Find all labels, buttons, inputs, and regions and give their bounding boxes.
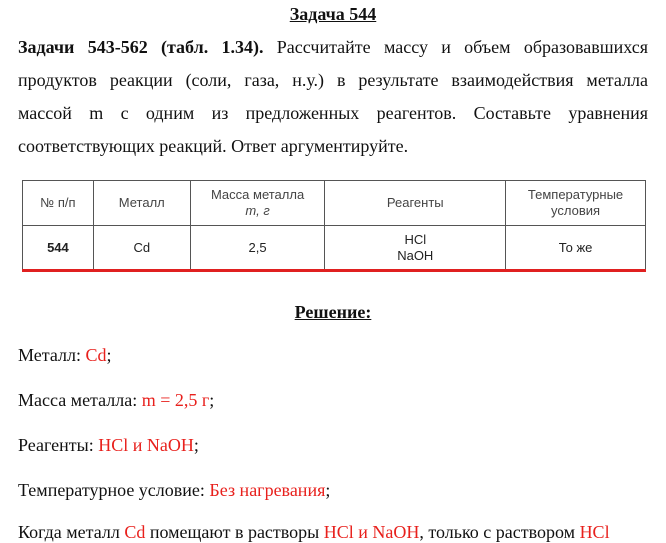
cell-text: m, г <box>245 203 270 218</box>
text: HCl и NaOH <box>323 522 420 542</box>
cell-text: Температурные <box>527 187 624 202</box>
item-end: ; <box>209 390 215 410</box>
header-cell: № п/п <box>22 180 94 226</box>
text: , только с раствором <box>419 522 580 542</box>
cell-text: Cd <box>133 239 151 255</box>
item-label: Металл: <box>18 345 86 365</box>
intro-lead: Задачи 543-562 (табл. 1.34). <box>18 37 264 57</box>
cell: Cd <box>92 225 191 272</box>
item-value: HCl и NaOH <box>98 435 194 455</box>
item-value: m = 2,5 г <box>141 390 210 410</box>
data-row: 544 Cd 2,5 HCl NaOH То же <box>22 225 646 272</box>
text: Cd <box>124 522 146 542</box>
solution-item: Металл: Cd; <box>18 345 112 366</box>
cell-text: 544 <box>47 239 69 255</box>
solution-item: Реагенты: HCl и NaOH; <box>18 435 199 456</box>
text: помещают в растворы <box>145 522 324 542</box>
solution-title: Решение: <box>294 302 372 322</box>
item-value: Без нагревания <box>209 480 326 500</box>
intro-line: Задачи 543-562 (табл. 1.34). Рассчитайте… <box>18 31 648 64</box>
cell-text: № п/п <box>40 195 76 210</box>
cell-text: условия <box>551 203 601 218</box>
solution-item: Масса металла: m = 2,5 г; <box>18 390 214 411</box>
item-label: Реагенты: <box>18 435 99 455</box>
text: HCl <box>579 522 610 542</box>
cell-text: Металл <box>118 195 165 210</box>
header-row: № п/п Металл Масса металла m, г Реагенты … <box>22 180 646 226</box>
header-cell: Температурные условия <box>505 180 646 226</box>
cell: То же <box>505 225 646 272</box>
solution-text: Когда металл Cd помещают в растворы HCl … <box>18 522 610 543</box>
task-title: Задача 544 <box>289 4 377 24</box>
cell-text: Реагенты <box>386 195 444 210</box>
data-table: № п/п Металл Масса металла m, г Реагенты … <box>22 180 646 272</box>
intro-line: продуктов реакции (соли, газа, н.у.) в р… <box>18 70 648 90</box>
intro-line: соответствующих реакций. Ответ аргументи… <box>18 136 409 156</box>
item-label: Температурное условие: <box>18 480 210 500</box>
cell: HCl NaOH <box>324 225 507 272</box>
cell-text: То же <box>558 239 593 255</box>
item-end: ; <box>193 435 199 455</box>
item-end: ; <box>106 345 112 365</box>
text: Когда металл <box>18 522 125 542</box>
intro: Задачи 543-562 (табл. 1.34). Рассчитайте… <box>18 31 648 163</box>
intro-text: Рассчитайте массу и объем образовавшихся <box>276 37 648 57</box>
header-cell: Реагенты <box>324 180 507 226</box>
item-end: ; <box>325 480 331 500</box>
item-label: Масса металла: <box>18 390 142 410</box>
header-cell: Масса металла m, г <box>189 180 326 226</box>
header-cell: Металл <box>92 180 191 226</box>
item-value: Cd <box>85 345 107 365</box>
cell: 544 <box>22 225 94 272</box>
intro-line: массой m с одним из предложенных реагент… <box>18 103 648 123</box>
cell-text: 2,5 <box>248 239 267 255</box>
solution-item: Температурное условие: Без нагревания; <box>18 480 330 501</box>
cell-text: Масса металла <box>210 187 305 202</box>
cell-text: HCl <box>404 231 427 247</box>
cell-text: NaOH <box>397 247 434 263</box>
cell: 2,5 <box>189 225 326 272</box>
